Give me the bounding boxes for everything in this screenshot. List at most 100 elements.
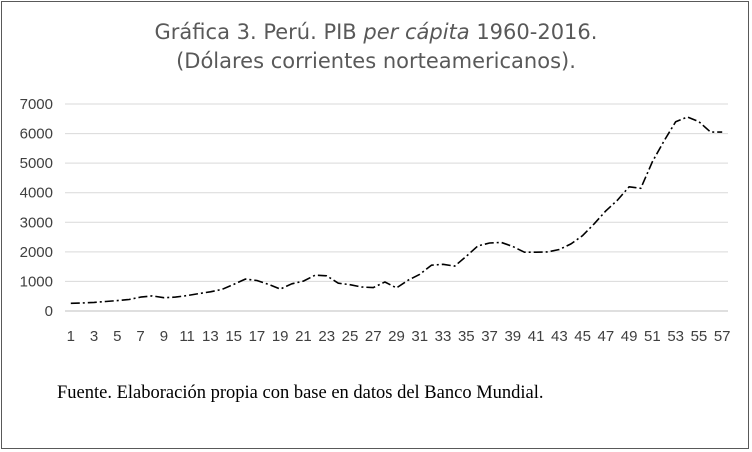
chart-subtitle: (Dólares corrientes norteamericanos). [176, 49, 576, 73]
data-point [605, 210, 607, 212]
x-tick-label: 1 [67, 328, 75, 345]
data-point [616, 199, 618, 201]
data-point [465, 255, 467, 257]
y-tick-label: 3000 [20, 214, 53, 231]
data-point [326, 275, 328, 277]
x-tick-label: 3 [90, 328, 98, 345]
data-point [640, 187, 642, 189]
data-point [349, 284, 351, 286]
y-tick-label: 6000 [20, 126, 53, 143]
data-point [581, 234, 583, 236]
data-point [360, 286, 362, 288]
data-point [70, 302, 72, 304]
chart-title: Gráfica 3. Perú. PIB per cápita 1960-201… [0, 18, 752, 76]
data-point [198, 292, 200, 294]
data-point [291, 283, 293, 285]
title-line-1: Gráfica 3. Perú. PIB per cápita 1960-201… [0, 18, 752, 47]
data-point [93, 301, 95, 303]
source-note: Fuente. Elaboración propia con base en d… [57, 383, 544, 403]
data-point [372, 286, 374, 288]
x-tick-label: 43 [551, 328, 568, 345]
x-tick-label: 19 [272, 328, 289, 345]
data-point [430, 264, 432, 266]
data-point [442, 263, 444, 265]
x-tick-label: 13 [202, 328, 219, 345]
y-axis-ticks: 0 1000 2000 3000 4000 5000 6000 7000 [20, 96, 53, 320]
data-point [151, 295, 153, 297]
data-point [593, 223, 595, 225]
data-point [663, 140, 665, 142]
data-point [523, 251, 525, 253]
data-point [128, 298, 130, 300]
x-tick-label: 7 [136, 328, 144, 345]
data-point [535, 251, 537, 253]
data-point [384, 281, 386, 283]
data-point [186, 294, 188, 296]
data-point [174, 296, 176, 298]
title-text-before: Gráfica 3. Perú. PIB [154, 20, 364, 44]
data-point [686, 116, 688, 118]
data-point [233, 283, 235, 285]
x-tick-label: 57 [714, 328, 731, 345]
y-tick-label: 7000 [20, 96, 53, 113]
title-text-after: 1960-2016. [469, 20, 598, 44]
data-point [454, 265, 456, 267]
gridlines [65, 103, 728, 312]
data-point [651, 161, 653, 163]
series-layer [70, 116, 723, 305]
x-tick-label: 23 [318, 328, 335, 345]
y-tick-label: 0 [45, 303, 53, 320]
x-tick-label: 47 [598, 328, 615, 345]
data-point [419, 273, 421, 275]
x-tick-label: 39 [504, 328, 521, 345]
x-tick-label: 31 [411, 328, 428, 345]
x-tick-label: 17 [249, 328, 266, 345]
data-point [81, 302, 83, 304]
y-tick-label: 5000 [20, 155, 53, 172]
data-point [221, 288, 223, 290]
data-point [570, 243, 572, 245]
data-point [698, 121, 700, 123]
data-point [209, 291, 211, 293]
data-point [512, 245, 514, 247]
data-point [675, 121, 677, 123]
x-tick-label: 27 [365, 328, 382, 345]
x-tick-label: 55 [691, 328, 708, 345]
data-point [547, 251, 549, 253]
x-tick-label: 41 [528, 328, 545, 345]
data-point [163, 297, 165, 299]
y-tick-label: 1000 [20, 273, 53, 290]
y-tick-label: 4000 [20, 185, 53, 202]
x-tick-label: 29 [388, 328, 405, 345]
x-tick-label: 49 [621, 328, 638, 345]
data-point [256, 279, 258, 281]
x-tick-label: 45 [574, 328, 591, 345]
data-point [244, 278, 246, 280]
x-tick-label: 51 [644, 328, 661, 345]
data-point [558, 248, 560, 250]
data-point [139, 296, 141, 298]
x-tick-label: 5 [113, 328, 121, 345]
data-point [500, 241, 502, 243]
x-tick-label: 33 [435, 328, 452, 345]
data-point [302, 280, 304, 282]
series-line-pib-per-capita [70, 116, 723, 305]
data-point [407, 279, 409, 281]
data-point [314, 274, 316, 276]
x-tick-label: 37 [481, 328, 498, 345]
data-point [395, 287, 397, 289]
x-tick-label: 15 [225, 328, 242, 345]
x-tick-label: 25 [342, 328, 359, 345]
data-point [105, 300, 107, 302]
data-point [488, 242, 490, 244]
data-point [279, 288, 281, 290]
data-point [628, 186, 630, 188]
x-tick-label: 9 [160, 328, 168, 345]
data-point [477, 245, 479, 247]
data-point [709, 131, 711, 133]
x-axis-ticks: 1 3 5 7 9 11 13 15 17 19 21 23 25 27 29 31 33 35 37 39 41 43 4… [67, 328, 731, 345]
data-point [116, 299, 118, 301]
x-tick-label: 11 [179, 328, 195, 345]
